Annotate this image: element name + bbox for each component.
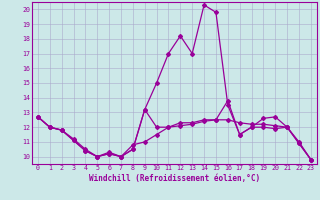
X-axis label: Windchill (Refroidissement éolien,°C): Windchill (Refroidissement éolien,°C)	[89, 174, 260, 183]
